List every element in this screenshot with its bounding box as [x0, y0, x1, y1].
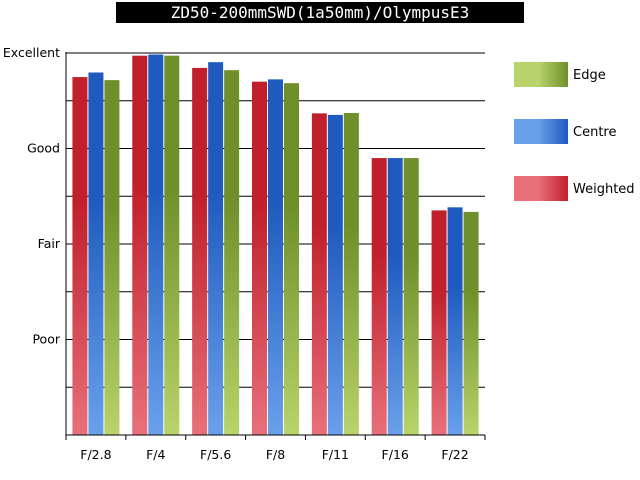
- x-tick-label: F/5.6: [200, 447, 231, 462]
- bar-weighted-f22: [431, 210, 447, 435]
- bar-weighted-f28: [72, 77, 88, 435]
- legend-label-weighted: Weighted: [573, 182, 635, 197]
- legend-label-edge: Edge: [573, 68, 606, 83]
- bar-weighted-f16: [371, 158, 387, 436]
- axes: [65, 52, 486, 440]
- bar-edge-f56: [224, 70, 240, 435]
- bar-centre-f56: [208, 62, 224, 435]
- bar-centre-f8: [268, 79, 283, 435]
- y-tick-label: Excellent: [3, 45, 60, 60]
- bars: [72, 54, 479, 436]
- bar-centre-f11: [327, 114, 343, 435]
- x-tick-label: F/2.8: [80, 447, 111, 462]
- legend-swatch-centre: [514, 119, 568, 144]
- bar-edge-f22: [463, 211, 479, 435]
- chart-title: ZD50-200mmSWD(1a50mm)/OlympusE3: [171, 3, 470, 22]
- bar-weighted-f11: [311, 113, 327, 435]
- bar-edge-f16: [403, 158, 419, 436]
- bar-edge-f11: [343, 112, 359, 435]
- x-tick-labels: F/2.8 F/4 F/5.6 F/8 F/11 F/16 F/22: [80, 447, 468, 462]
- x-tick-label: F/8: [266, 447, 285, 462]
- bar-centre-f28: [88, 72, 104, 436]
- title-background: [116, 2, 524, 23]
- y-tick-labels: Excellent Good Fair Poor: [3, 45, 61, 347]
- y-tick-label: Fair: [38, 236, 61, 251]
- x-tick-label: F/16: [382, 447, 409, 462]
- bar-edge-f4: [164, 55, 180, 435]
- bar-weighted-f4: [132, 55, 148, 435]
- x-tick-label: F/22: [441, 447, 468, 462]
- legend-swatch-weighted: [514, 176, 568, 201]
- bar-centre-f4: [148, 54, 164, 435]
- bar-weighted-f56: [192, 67, 208, 435]
- bar-weighted-f8: [252, 81, 267, 436]
- legend: Edge Centre Weighted: [514, 62, 635, 201]
- x-tick-label: F/4: [146, 447, 165, 462]
- bar-centre-f22: [447, 207, 463, 435]
- bar-edge-f8: [284, 83, 299, 435]
- y-tick-label: Good: [27, 141, 60, 156]
- legend-swatch-edge: [514, 62, 568, 87]
- legend-label-centre: Centre: [573, 125, 616, 140]
- bar-edge-f28: [104, 80, 120, 435]
- y-tick-label: Poor: [32, 332, 60, 347]
- x-tick-label: F/11: [322, 447, 349, 462]
- bar-centre-f16: [387, 158, 403, 436]
